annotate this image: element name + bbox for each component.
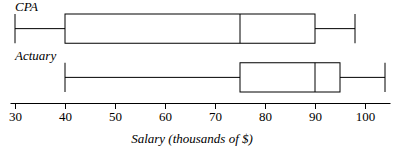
tick: 90 [309,103,322,124]
tick: 100 [356,103,376,124]
tick-mark [115,103,116,109]
whisker [340,77,385,78]
tick-mark [365,103,366,109]
tick-label: 90 [309,109,322,124]
plot-area [15,14,385,92]
tick: 30 [9,103,22,124]
tick: 60 [159,103,172,124]
tick: 80 [259,103,272,124]
whisker-cap [355,14,356,43]
x-axis: 30 40 50 60 70 80 90 100 [9,103,391,124]
tick-label: 50 [109,109,122,124]
tick-label: 100 [356,109,376,124]
box [65,14,315,43]
tick-label: 30 [9,109,22,124]
x-axis-title: Salary (thousands of $) [131,131,253,146]
whisker [65,77,240,78]
whisker-cap [385,63,386,92]
tick-label: 60 [159,109,172,124]
tick-label: 40 [59,109,72,124]
tick-mark [15,103,16,109]
tick-mark [65,103,66,109]
median [240,14,241,43]
tick-mark [215,103,216,109]
box-plot [15,14,355,43]
axis-line [11,103,391,104]
tick: 50 [109,103,122,124]
tick-label: 70 [209,109,222,124]
tick-mark [315,103,316,109]
box [240,63,340,92]
whisker [315,28,355,29]
chart: CPA Actuary 30 40 50 60 70 80 90 100 Salary (thous… [0,0,400,150]
tick-mark [265,103,266,109]
median [315,63,316,92]
whisker-cap [15,14,16,43]
tick: 40 [59,103,72,124]
whisker-cap [65,63,66,92]
tick-label: 80 [259,109,272,124]
category-label: Actuary [14,48,56,63]
whisker [15,28,65,29]
box-plot [65,63,385,92]
tick: 70 [209,103,222,124]
tick-mark [165,103,166,109]
category-label: CPA [15,0,38,14]
